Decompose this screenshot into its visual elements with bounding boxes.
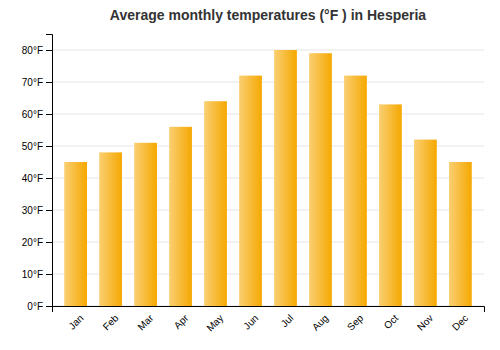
x-tick: Jun <box>241 312 260 331</box>
x-tick: Dec <box>450 312 470 332</box>
y-tick-mark <box>46 242 52 243</box>
y-tick-label: 20°F <box>22 237 43 248</box>
y-tick: 80°F <box>22 45 52 56</box>
title: Average monthly temperatures (°F ) in He… <box>110 7 426 23</box>
y-tick: 0°F <box>27 301 52 312</box>
grid-line <box>52 50 484 51</box>
bar <box>379 104 402 306</box>
x-tick-label: Jan <box>66 312 85 331</box>
grid-line <box>52 82 484 83</box>
bar <box>169 127 192 306</box>
bar <box>204 101 227 306</box>
x-tick-label: Apr <box>172 312 191 331</box>
grid <box>52 50 484 306</box>
plot: 0°F 10°F 20°F 30°F 40°F 50°F 60°F 70°F 80°F Jan Fe… <box>22 35 485 334</box>
y-tick: 40°F <box>22 173 52 184</box>
x-tick: Oct <box>382 312 401 331</box>
x-tick-label: Aug <box>310 312 330 332</box>
x-axis-line <box>53 307 485 313</box>
bar <box>344 76 367 306</box>
x-tick-label: Jun <box>241 312 260 331</box>
x-axis: Jan Feb Mar Apr May Jun Jul Aug Sep Oct Nov Dec <box>53 307 485 334</box>
bar <box>274 50 297 306</box>
grid-line <box>52 114 484 115</box>
x-tick: Jul <box>279 312 296 329</box>
y-tick-mark <box>46 82 52 83</box>
x-tick-label: Oct <box>382 312 401 331</box>
bar <box>99 152 122 306</box>
x-tick: Apr <box>172 312 191 331</box>
y-tick: 60°F <box>22 109 52 120</box>
bar <box>309 53 332 306</box>
x-tick: Aug <box>310 312 330 332</box>
y-tick-label: 30°F <box>22 205 43 216</box>
x-tick-label: Sep <box>345 312 366 333</box>
y-tick-mark <box>46 210 52 211</box>
y-tick-label: 60°F <box>22 109 43 120</box>
x-tick: May <box>204 312 225 333</box>
y-tick: 10°F <box>22 269 52 280</box>
bar <box>134 143 157 306</box>
y-tick-mark <box>46 114 52 115</box>
y-tick: 50°F <box>22 141 52 152</box>
y-tick-mark <box>46 146 52 147</box>
y-tick: 20°F <box>22 237 52 248</box>
y-axis: 0°F 10°F 20°F 30°F 40°F 50°F 60°F 70°F 80°F <box>22 35 53 312</box>
x-tick: Feb <box>101 312 121 332</box>
x-tick: Jan <box>66 312 85 331</box>
y-tick-label: 40°F <box>22 173 43 184</box>
x-tick: Mar <box>136 312 156 332</box>
bar <box>64 162 87 306</box>
y-tick-mark <box>46 274 52 275</box>
y-tick-mark <box>46 50 52 51</box>
x-tick: Nov <box>415 312 435 332</box>
x-tick-label: Jul <box>279 312 296 329</box>
bars <box>64 50 472 306</box>
x-tick-label: Feb <box>101 312 121 332</box>
x-tick: Sep <box>345 312 366 333</box>
chart: 0°F 10°F 20°F 30°F 40°F 50°F 60°F 70°F 80°F Jan Fe… <box>0 0 500 350</box>
x-tick-label: Dec <box>450 312 470 332</box>
y-tick-mark <box>46 306 52 307</box>
y-tick-label: 0°F <box>27 301 43 312</box>
y-tick-label: 70°F <box>22 77 43 88</box>
bar <box>449 162 472 306</box>
x-tick-label: Mar <box>136 312 156 332</box>
x-tick-label: May <box>204 312 225 333</box>
bar <box>239 76 262 306</box>
bar <box>414 140 437 306</box>
y-tick: 70°F <box>22 77 52 88</box>
y-tick: 30°F <box>22 205 52 216</box>
y-axis-line <box>46 35 53 307</box>
y-tick-label: 80°F <box>22 45 43 56</box>
y-tick-label: 50°F <box>22 141 43 152</box>
y-tick-label: 10°F <box>22 269 43 280</box>
x-tick-label: Nov <box>415 312 435 332</box>
y-tick-mark <box>46 178 52 179</box>
